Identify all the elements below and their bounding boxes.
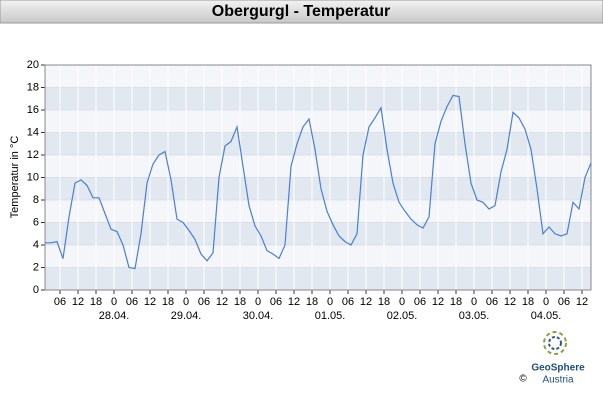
y-tick-label: 16: [27, 104, 39, 116]
x-tick-label: 18: [90, 296, 102, 308]
x-tick-label: 18: [162, 296, 174, 308]
x-tick-label: 18: [522, 296, 534, 308]
x-tick-label: 12: [360, 296, 372, 308]
x-tick-label: 06: [54, 296, 66, 308]
logo-name: GeoSphere: [531, 363, 585, 374]
x-tick-label: 06: [270, 296, 282, 308]
logo-icon: [543, 331, 567, 355]
x-tick-label: 18: [306, 296, 318, 308]
date-label: 29.04.: [171, 310, 202, 322]
y-tick-label: 4: [33, 239, 39, 251]
y-tick-label: 6: [33, 216, 39, 228]
y-tick-label: 8: [33, 194, 39, 206]
title-bar: [0, 0, 603, 24]
x-tick-label: 12: [72, 296, 84, 308]
grid-band: [45, 87, 591, 110]
x-tick-label: 0: [471, 296, 477, 308]
x-tick-label: 0: [111, 296, 117, 308]
x-tick-label: 06: [126, 296, 138, 308]
y-tick-label: 0: [33, 284, 39, 296]
date-label: 28.04.: [99, 310, 130, 322]
date-label: 04.05.: [531, 310, 562, 322]
x-tick-label: 0: [255, 296, 261, 308]
y-tick-label: 14: [27, 126, 39, 138]
y-tick-label: 10: [27, 171, 39, 183]
x-tick-label: 06: [558, 296, 570, 308]
y-tick-label: 12: [27, 149, 39, 161]
plot-area: 0 2 4 6 8 10 12 14 16 18 20 06 12 18 0 06 12 18 0 06 12 18 0 06…: [27, 59, 592, 322]
plot-border: [44, 64, 592, 291]
logo-sub: Austria: [542, 375, 574, 386]
date-label: 03.05.: [459, 310, 490, 322]
x-tick-label: 12: [144, 296, 156, 308]
x-tick-label: 18: [234, 296, 246, 308]
chart-title: Obergurgl - Temperatur: [212, 3, 390, 20]
x-tick-label: 06: [486, 296, 498, 308]
x-tick-label: 12: [504, 296, 516, 308]
logo-icon: [548, 336, 562, 350]
x-tick-label: 06: [414, 296, 426, 308]
x-tick-label: 0: [399, 296, 405, 308]
x-tick-label: 12: [288, 296, 300, 308]
grid-band: [45, 222, 591, 245]
grid-band: [45, 267, 591, 290]
y-axis-label: Temperatur in °C: [9, 136, 21, 219]
x-tick-label: 12: [216, 296, 228, 308]
x-tick-label: 06: [198, 296, 210, 308]
grid-band: [45, 132, 591, 155]
logo: GeoSphere Austria ©: [519, 331, 585, 386]
date-label: 30.04.: [243, 310, 274, 322]
x-tick-label: 12: [432, 296, 444, 308]
x-tick-label: 18: [450, 296, 462, 308]
x-tick-label: 12: [576, 296, 588, 308]
y-tick-label: 2: [33, 261, 39, 273]
date-label: 02.05.: [387, 310, 418, 322]
x-tick-label: 0: [543, 296, 549, 308]
x-tick-label: 0: [327, 296, 333, 308]
date-label: 01.05.: [315, 310, 346, 322]
x-tick-label: 18: [378, 296, 390, 308]
grid-band: [45, 177, 591, 200]
y-tick-label: 20: [27, 59, 39, 71]
y-tick-label: 18: [27, 81, 39, 93]
line: [45, 94, 592, 270]
copyright: ©: [519, 374, 527, 385]
x-tick-label: 0: [183, 296, 189, 308]
x-tick-label: 06: [342, 296, 354, 308]
